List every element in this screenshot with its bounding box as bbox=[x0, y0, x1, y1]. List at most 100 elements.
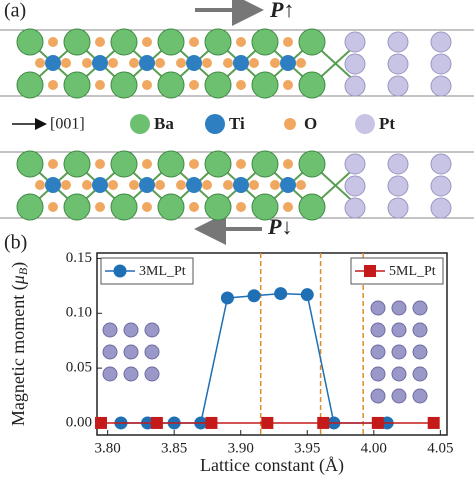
atom-ba bbox=[63, 193, 91, 221]
atom-o bbox=[236, 159, 246, 169]
atom-ba bbox=[16, 71, 44, 99]
inset-atom bbox=[102, 344, 118, 360]
atom-ti bbox=[280, 177, 296, 193]
atom-o bbox=[95, 37, 105, 47]
atom-o bbox=[95, 80, 105, 90]
inset-atom bbox=[123, 344, 139, 360]
atom-o bbox=[48, 159, 58, 169]
atom-o bbox=[202, 180, 212, 190]
atom-ti bbox=[186, 177, 202, 193]
atom-ba bbox=[298, 150, 326, 178]
atom-o bbox=[202, 58, 212, 68]
x-tick-label: 4.00 bbox=[361, 440, 387, 456]
atom-ti bbox=[45, 55, 61, 71]
atom-pt bbox=[430, 53, 452, 75]
inset-atom bbox=[412, 300, 428, 316]
atom-o bbox=[129, 180, 139, 190]
atom-ba bbox=[157, 71, 185, 99]
atom-ti bbox=[233, 177, 249, 193]
marker bbox=[317, 416, 330, 429]
marker bbox=[300, 288, 314, 302]
atom-ba bbox=[157, 150, 185, 178]
atom-pt bbox=[430, 153, 452, 175]
atom-ti bbox=[139, 177, 155, 193]
inset-atom bbox=[144, 366, 160, 382]
atom-ti bbox=[92, 177, 108, 193]
atom-ba bbox=[63, 71, 91, 99]
atom-pt bbox=[387, 153, 409, 175]
atom-ba bbox=[204, 71, 232, 99]
legend-box bbox=[350, 257, 444, 285]
atom-o bbox=[48, 37, 58, 47]
atom-o bbox=[189, 159, 199, 169]
atom-ba bbox=[204, 150, 232, 178]
y-axis-label: Magnetic moment (μB) bbox=[8, 262, 30, 426]
marker bbox=[274, 287, 288, 301]
atom-ba bbox=[110, 193, 138, 221]
marker bbox=[427, 416, 440, 429]
atom-ba bbox=[298, 193, 326, 221]
atom-o bbox=[249, 58, 259, 68]
atom-pt bbox=[344, 153, 366, 175]
inset-atom bbox=[370, 366, 386, 382]
inset-atom bbox=[412, 388, 428, 404]
legend-atom bbox=[355, 114, 375, 134]
legend-label: Pt bbox=[379, 114, 395, 133]
atom-pt bbox=[344, 53, 366, 75]
inset-atom bbox=[102, 366, 118, 382]
atom-o bbox=[296, 58, 306, 68]
atom-o bbox=[236, 80, 246, 90]
atom-o bbox=[270, 58, 280, 68]
inset-atom bbox=[391, 300, 407, 316]
atom-o bbox=[82, 58, 92, 68]
atom-ba bbox=[251, 71, 279, 99]
x-tick-label: 4.05 bbox=[427, 440, 453, 456]
atom-o bbox=[129, 58, 139, 68]
legend-label: Ba bbox=[154, 114, 174, 133]
legend-marker bbox=[113, 264, 127, 278]
x-tick-label: 3.90 bbox=[228, 440, 254, 456]
atom-o bbox=[48, 80, 58, 90]
atom-pt bbox=[387, 53, 409, 75]
atom-o bbox=[48, 202, 58, 212]
inset-atom bbox=[391, 322, 407, 338]
atom-o bbox=[142, 37, 152, 47]
atom-pt bbox=[344, 75, 366, 97]
atom-o bbox=[108, 180, 118, 190]
atom-pt bbox=[387, 75, 409, 97]
atom-ba bbox=[204, 193, 232, 221]
atom-pt bbox=[430, 75, 452, 97]
inset-atom bbox=[123, 366, 139, 382]
polarization-up: P↑ bbox=[269, 0, 294, 22]
inset-atom bbox=[391, 344, 407, 360]
atom-o bbox=[61, 58, 71, 68]
atom-ba bbox=[157, 28, 185, 56]
atom-ti bbox=[139, 55, 155, 71]
atom-ba bbox=[63, 150, 91, 178]
panel-label: (a) bbox=[4, 0, 26, 22]
atom-o bbox=[223, 180, 233, 190]
inset-atom bbox=[370, 388, 386, 404]
atom-o bbox=[223, 58, 233, 68]
legend-box bbox=[100, 257, 194, 285]
atom-pt bbox=[387, 175, 409, 197]
atom-o bbox=[35, 180, 45, 190]
atom-o bbox=[142, 202, 152, 212]
y-tick-label: 0.10 bbox=[66, 305, 92, 321]
direction-label: [001] bbox=[50, 116, 85, 133]
x-tick-label: 3.80 bbox=[95, 440, 121, 456]
inset-atom bbox=[370, 300, 386, 316]
atom-pt bbox=[430, 31, 452, 53]
panel-b: (b) 3.80 3.85 3.90 3.95 4.00 4.05 0.00 0.05 0.10 0… bbox=[4, 232, 453, 477]
atom-o bbox=[95, 159, 105, 169]
legend-label: 3ML_Pt bbox=[139, 264, 186, 279]
inset-atom bbox=[391, 388, 407, 404]
atom-ba bbox=[110, 71, 138, 99]
atom-o bbox=[283, 202, 293, 212]
inset-atom bbox=[370, 344, 386, 360]
atom-ba bbox=[251, 193, 279, 221]
y-axis-label-part: ) bbox=[8, 262, 29, 268]
inset-atom bbox=[391, 366, 407, 382]
legend-atom bbox=[284, 118, 296, 130]
